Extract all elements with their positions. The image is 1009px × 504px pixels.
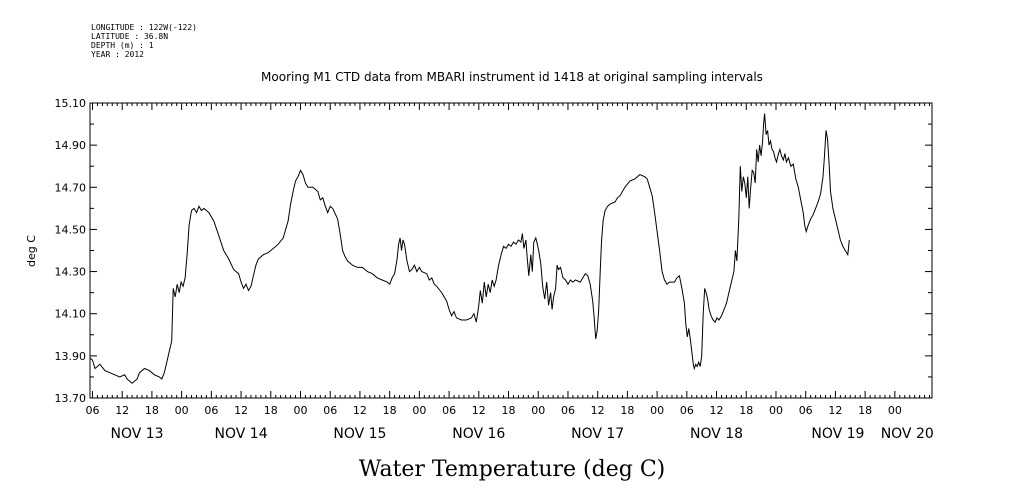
x-tick-label: 06: [204, 404, 218, 417]
day-label: NOV 13: [111, 426, 164, 442]
longitude-text: LONGITUDE : 122W(-122): [91, 23, 197, 32]
x-tick-label: 18: [858, 404, 872, 417]
chart-title: Mooring M1 CTD data from MBARI instrumen…: [261, 70, 763, 84]
x-tick-label: 00: [294, 404, 308, 417]
x-tick-label: 12: [234, 404, 248, 417]
day-label: NOV 20: [881, 426, 934, 442]
x-tick-label: 00: [650, 404, 664, 417]
y-tick-label: 14.10: [55, 308, 87, 321]
y-tick-label: 13.70: [55, 392, 87, 405]
day-label: NOV 18: [690, 426, 743, 442]
x-tick-label: 18: [739, 404, 753, 417]
x-tick-label: 00: [531, 404, 545, 417]
plot-frame: [89, 102, 933, 399]
metadata-block: LONGITUDE : 122W(-122) LATITUDE : 36.8N …: [91, 23, 197, 59]
x-tick-label: 18: [383, 404, 397, 417]
x-tick-label: 00: [888, 404, 902, 417]
x-tick-label: 12: [710, 404, 724, 417]
day-label: NOV 17: [571, 426, 624, 442]
latitude-text: LATITUDE : 36.8N: [91, 32, 168, 41]
day-label: NOV 14: [215, 426, 268, 442]
y-tick-label: 15.10: [55, 97, 87, 110]
x-tick-label: 06: [85, 404, 99, 417]
x-tick-label: 06: [680, 404, 694, 417]
series-line: [89, 113, 850, 384]
x-tick-label: 18: [264, 404, 278, 417]
y-tick-label: 14.50: [55, 223, 87, 236]
day-label: NOV 16: [452, 426, 505, 442]
x-axis-label: Water Temperature (deg C): [359, 457, 666, 482]
day-label: NOV 19: [811, 426, 864, 442]
x-tick-label: 12: [115, 404, 129, 417]
x-tick-label: 00: [175, 404, 189, 417]
year-text: YEAR : 2012: [91, 50, 144, 59]
x-tick-label: 18: [502, 404, 516, 417]
y-axis: 13.70 13.90 14.10 14.30 14.50 14.70 14.90 15.10: [55, 97, 932, 405]
x-tick-label: 12: [828, 404, 842, 417]
y-axis-label: deg C: [25, 235, 38, 267]
x-tick-label: 00: [412, 404, 426, 417]
y-tick-label: 14.90: [55, 139, 87, 152]
y-tick-label: 13.90: [55, 350, 87, 363]
x-tick-label: 06: [561, 404, 575, 417]
y-tick-label: 14.30: [55, 266, 87, 279]
x-tick-label: 06: [799, 404, 813, 417]
x-tick-label: 12: [591, 404, 605, 417]
x-axis: 06 12 18 00 06 12 18 00 06 12 18 00 06 12 18 00 06 12 18 00…: [85, 103, 931, 417]
depth-text: DEPTH (m) : 1: [91, 41, 154, 50]
x-tick-label: 18: [145, 404, 159, 417]
x-tick-label: 00: [769, 404, 783, 417]
x-tick-label: 18: [620, 404, 634, 417]
x-tick-label: 06: [323, 404, 337, 417]
y-tick-label: 14.70: [55, 181, 87, 194]
day-label: NOV 15: [333, 426, 386, 442]
x-tick-label: 12: [472, 404, 486, 417]
x-tick-label: 06: [442, 404, 456, 417]
x-tick-label: 12: [353, 404, 367, 417]
x-day-labels: NOV 13 NOV 14 NOV 15 NOV 16 NOV 17 NOV 18 NOV …: [111, 426, 934, 442]
